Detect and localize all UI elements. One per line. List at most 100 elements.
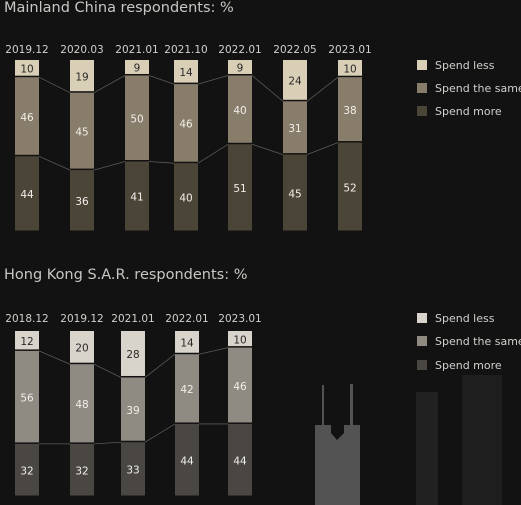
mainland-legend-label: Spend the same [435, 82, 521, 95]
hk-bar-segment [121, 442, 145, 496]
mainland-bar-segment [283, 154, 307, 231]
mainland-data-label: 46 [179, 119, 193, 131]
mainland-data-label: 10 [343, 64, 356, 76]
mainland-bar-segment [125, 75, 149, 160]
hk-bar-segment [15, 350, 39, 443]
hk-legend-swatch [417, 336, 427, 346]
mainland-data-label: 9 [134, 63, 141, 75]
hk-legend-label: Spend the same [435, 335, 521, 348]
hk-data-label: 28 [126, 349, 139, 361]
mainland-data-label: 40 [179, 193, 192, 205]
mainland-data-label: 52 [343, 182, 356, 194]
mainland-data-label: 19 [75, 71, 88, 83]
mainland-data-label: 41 [130, 192, 143, 204]
hk-bar-segment [121, 377, 145, 441]
mainland-connector-line [306, 142, 339, 155]
mainland-connector-line [251, 75, 284, 102]
hk-data-label: 32 [75, 465, 88, 477]
mainland-bar-segment [283, 60, 307, 100]
skyline-building [416, 392, 438, 505]
hk-bar-segment [228, 423, 252, 496]
hk-category-label: 2019.12 [60, 313, 103, 325]
hk-data-label: 39 [126, 405, 139, 417]
mainland-bar-segment [125, 161, 149, 231]
hk-data-label: 32 [20, 465, 33, 477]
mainland-connector-line [93, 75, 126, 94]
skyline-towers [315, 384, 360, 505]
hk-connector-line [144, 353, 176, 378]
hk-connector-line [38, 350, 71, 365]
hk-legend-label: Spend less [435, 312, 495, 325]
mainland-category-label: 2019.12 [5, 44, 48, 56]
mainland-data-label: 45 [75, 126, 88, 138]
mainland-bar-segment [125, 60, 149, 74]
mainland-legend-swatch [417, 60, 427, 70]
mainland-bar-segment [174, 163, 198, 231]
mainland-bar-segment [15, 60, 39, 76]
hk-legend-swatch [417, 360, 427, 370]
mainland-connector-line [38, 76, 71, 94]
mainland-connector-line [197, 75, 229, 85]
mainland-legend-swatch [417, 83, 427, 93]
hk-bar-segment [15, 331, 39, 350]
mainland-data-label: 36 [75, 196, 89, 208]
hk-data-label: 56 [20, 392, 34, 404]
mainland-bar-segment [283, 101, 307, 154]
mainland-bar-segment [174, 84, 198, 162]
mainland-connector-line [38, 155, 71, 171]
mainland-bar-segment [70, 92, 94, 169]
hk-connector-line [198, 347, 229, 355]
skyline-building [462, 375, 502, 505]
hk-bar-segment [70, 364, 94, 443]
mainland-bar-segment [70, 60, 94, 92]
hk-data-label: 42 [180, 384, 193, 396]
hk-data-label: 33 [126, 465, 139, 477]
mainland-connector-line [148, 161, 175, 164]
hk-data-label: 12 [20, 336, 33, 348]
hk-bar-segment [175, 354, 199, 423]
mainland-bar-segment [228, 75, 252, 143]
hk-bar-segment [228, 331, 252, 347]
hk-bar-segment [228, 347, 252, 423]
hk-category-label: 2018.12 [5, 313, 48, 325]
mainland-data-label: 10 [20, 64, 33, 76]
mainland-connector-line [197, 143, 229, 164]
hk-connector-line [93, 363, 122, 378]
mainland-chart-title: Mainland China respondents: % [4, 0, 234, 16]
hk-data-label: 44 [233, 455, 247, 467]
mainland-data-label: 45 [288, 188, 301, 200]
hk-data-label: 14 [180, 338, 194, 350]
hk-bar-segment [175, 423, 199, 496]
mainland-data-label: 46 [20, 112, 34, 124]
hk-data-label: 44 [180, 455, 194, 467]
mainland-legend-swatch [417, 106, 427, 116]
hk-connector-line [93, 441, 122, 445]
mainland-connector-line [251, 143, 284, 155]
hk-bar-segment [121, 331, 145, 376]
mainland-bar-segment [338, 77, 362, 142]
mainland-bar-segment [228, 144, 252, 231]
hk-legend-label: Spend more [435, 359, 502, 372]
hk-data-label: 10 [233, 334, 246, 346]
mainland-data-label: 44 [20, 189, 34, 201]
hk-category-label: 2022.01 [165, 313, 208, 325]
mainland-bar-segment [228, 60, 252, 74]
mainland-legend-label: Spend more [435, 105, 502, 118]
mainland-bar-segment [15, 156, 39, 231]
hk-bar-segment [70, 331, 94, 363]
mainland-connector-line [148, 75, 175, 85]
hk-bar-segment [15, 443, 39, 496]
mainland-data-label: 51 [233, 183, 246, 195]
mainland-connector-line [306, 76, 339, 102]
hk-bar-segment [175, 331, 199, 353]
hk-data-label: 46 [233, 381, 247, 393]
mainland-data-label: 9 [237, 63, 244, 75]
mainland-category-label: 2022.05 [273, 44, 316, 56]
mainland-data-label: 14 [179, 67, 193, 79]
hk-connector-line [144, 423, 176, 443]
mainland-data-label: 24 [288, 76, 302, 88]
mainland-data-label: 40 [233, 105, 246, 117]
mainland-bar-segment [15, 77, 39, 155]
